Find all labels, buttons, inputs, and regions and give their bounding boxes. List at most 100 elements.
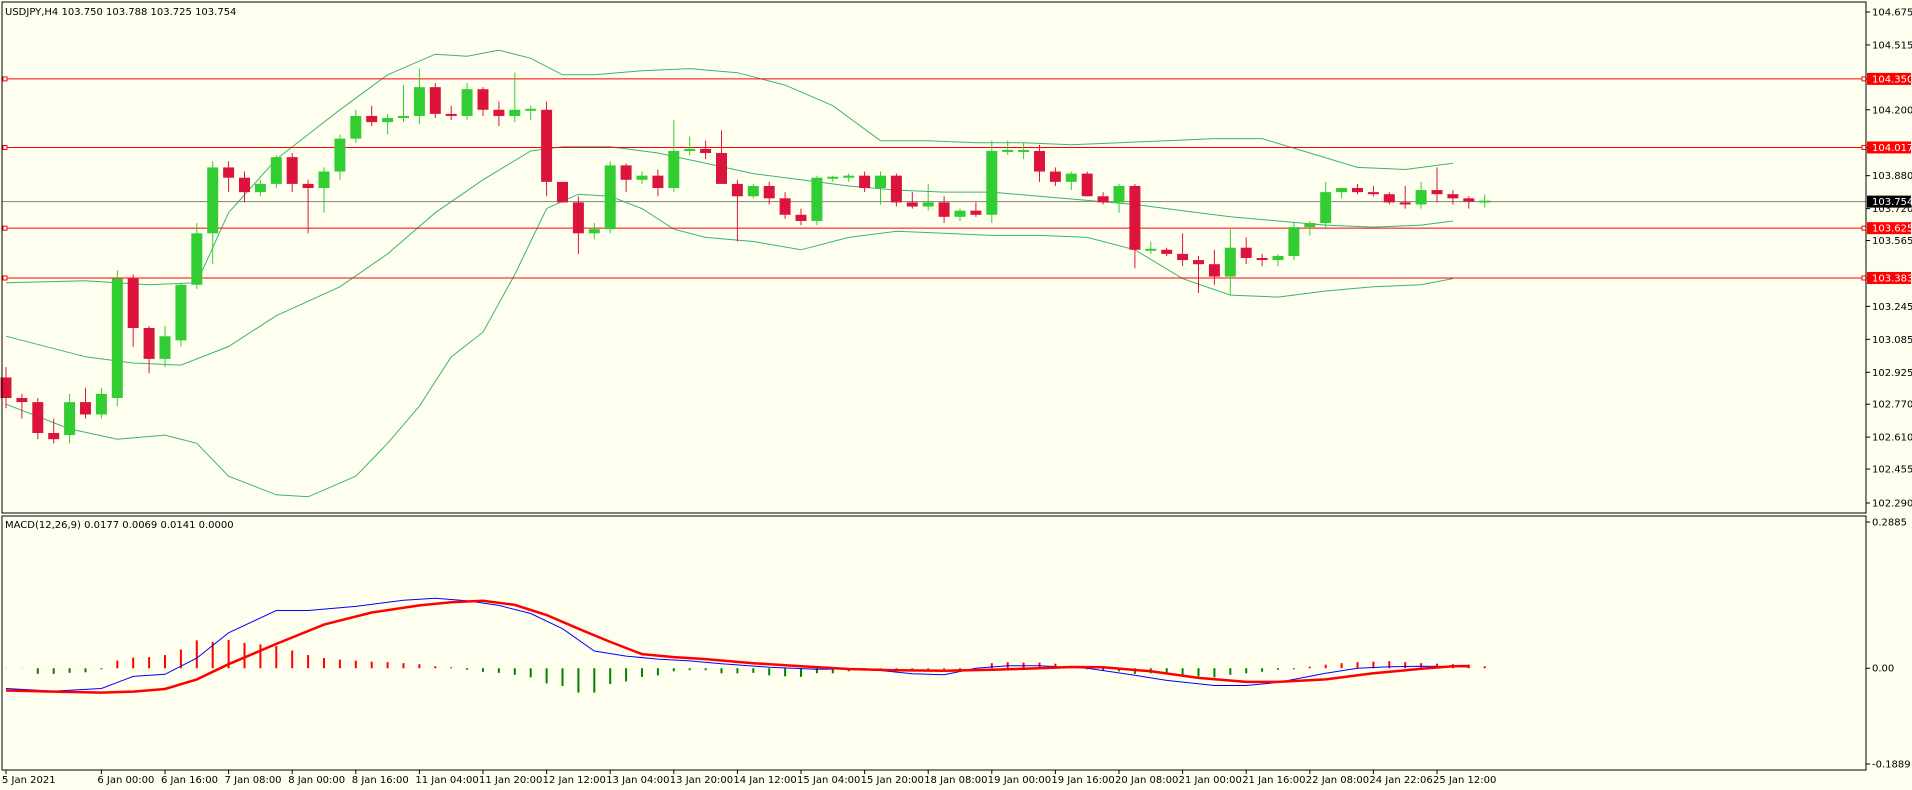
candle-body-bear bbox=[1161, 249, 1173, 254]
candle-body-bull bbox=[875, 175, 886, 189]
candle-body-bull bbox=[270, 157, 282, 184]
time-tick-label: 15 Jan 20:00 bbox=[861, 775, 924, 786]
candle-body-bull bbox=[747, 185, 759, 197]
candle-body-bear bbox=[80, 402, 91, 415]
candle-body-bear bbox=[1129, 185, 1141, 250]
macd-tick-label: -0.1889 bbox=[1872, 760, 1911, 771]
level-handle-right-3 bbox=[1861, 275, 1867, 281]
candle-body-bear bbox=[302, 183, 314, 189]
price-tick-label: 103.880 bbox=[1872, 171, 1912, 182]
time-tick-label: 8 Jan 00:00 bbox=[288, 775, 345, 786]
candle-body-bear bbox=[779, 198, 791, 215]
candle-body-bull bbox=[811, 177, 823, 221]
level-handle-right-0 bbox=[1861, 76, 1867, 82]
time-tick-label: 6 Jan 00:00 bbox=[97, 775, 154, 786]
candle-body-bull bbox=[1113, 185, 1125, 203]
time-tick-label: 24 Jan 22:06 bbox=[1369, 775, 1432, 786]
level-handle-left-1 bbox=[2, 144, 8, 150]
candle-body-bear bbox=[1240, 247, 1252, 259]
candle-body-bear bbox=[127, 278, 139, 329]
candle-body-bull bbox=[175, 284, 187, 341]
time-tick-label: 19 Jan 16:00 bbox=[1051, 775, 1114, 786]
candle-body-bear bbox=[1097, 196, 1109, 203]
candle-body-bear bbox=[1352, 188, 1363, 193]
candle-body-bull bbox=[1304, 223, 1316, 228]
price-tick-label: 102.455 bbox=[1872, 465, 1912, 476]
time-tick-label: 12 Jan 12:00 bbox=[543, 775, 606, 786]
price-tick-label: 103.720 bbox=[1872, 204, 1912, 215]
level-price-tag bbox=[1867, 271, 1911, 284]
level-price-label: 103.383 bbox=[1872, 273, 1912, 284]
candle-body-bull bbox=[382, 118, 394, 123]
candle-body-bear bbox=[429, 87, 441, 114]
time-tick-label: 18 Jan 08:00 bbox=[924, 775, 987, 786]
bollinger-middle-line bbox=[5, 146, 1453, 366]
level-handle-left-3 bbox=[2, 275, 8, 281]
time-tick-label: 8 Jan 16:00 bbox=[352, 775, 409, 786]
time-tick-label: 22 Jan 08:00 bbox=[1306, 775, 1369, 786]
horizontal-levels[interactable] bbox=[2, 76, 1867, 281]
candles bbox=[0, 68, 1491, 444]
time-tick-label: 7 Jan 08:00 bbox=[225, 775, 282, 786]
macd-tick-label: 0.2885 bbox=[1872, 518, 1907, 529]
candle-body-bull bbox=[509, 109, 521, 116]
candle-body-bull bbox=[604, 165, 616, 230]
candle-body-bear bbox=[1383, 194, 1395, 203]
level-handle-right-2 bbox=[1861, 225, 1867, 231]
macd-panel-frame bbox=[1, 515, 1867, 771]
macd-panel bbox=[5, 597, 1486, 694]
candle-body-bear bbox=[1049, 171, 1061, 182]
candle-body-bear bbox=[143, 328, 155, 359]
macd-header: MACD(12,26,9) 0.0177 0.0069 0.0141 0.000… bbox=[5, 520, 234, 531]
candle-body-bear bbox=[1177, 253, 1189, 261]
candle-body-bear bbox=[445, 113, 457, 116]
candle-body-bear bbox=[541, 109, 553, 182]
price-tick-label: 104.675 bbox=[1872, 8, 1912, 19]
candle-body-bull bbox=[1415, 190, 1427, 205]
time-tick-label: 5 Jan 2021 bbox=[2, 775, 56, 786]
level-handle-left-2 bbox=[2, 225, 8, 231]
candle-body-bear bbox=[652, 175, 664, 189]
level-price-label: 104.017 bbox=[1872, 143, 1912, 154]
candle-body-bear bbox=[1256, 258, 1268, 261]
candle-body-bear bbox=[1447, 194, 1459, 199]
time-tick-label: 13 Jan 20:00 bbox=[670, 775, 733, 786]
price-tick-label: 104.515 bbox=[1872, 40, 1912, 51]
level-price-tag bbox=[1867, 222, 1911, 235]
candle-body-bull bbox=[64, 402, 76, 436]
current-price-tag bbox=[1867, 195, 1911, 208]
price-tick-label: 102.770 bbox=[1872, 400, 1912, 411]
candle-body-bear bbox=[890, 175, 902, 203]
time-tick-label: 15 Jan 04:00 bbox=[797, 775, 860, 786]
candle-body-bull bbox=[636, 175, 648, 180]
time-tick-label: 20 Jan 08:00 bbox=[1115, 775, 1178, 786]
candle-body-bull bbox=[1320, 192, 1332, 224]
candle-body-bear bbox=[620, 165, 632, 180]
candle-body-bull bbox=[986, 150, 998, 215]
current-price-label: 103.754 bbox=[1872, 197, 1912, 208]
candle-body-bear bbox=[1034, 150, 1045, 172]
candle-body-bull bbox=[922, 202, 934, 207]
level-price-tag bbox=[1867, 141, 1911, 154]
symbol-header: USDJPY,H4 103.750 103.788 103.725 103.75… bbox=[5, 7, 236, 18]
candle-body-bull bbox=[1272, 255, 1284, 261]
candle-body-bear bbox=[859, 175, 871, 189]
candle-body-bear bbox=[1081, 173, 1093, 197]
time-tick-label: 25 Jan 12:00 bbox=[1433, 775, 1496, 786]
signal-line bbox=[5, 599, 1469, 694]
candle-body-bear bbox=[970, 210, 982, 215]
candle-body-bull bbox=[954, 210, 966, 217]
candle-body-bear bbox=[763, 185, 775, 199]
candle-body-bear bbox=[366, 115, 378, 123]
candle-body-bear bbox=[0, 377, 12, 399]
time-tick-label: 13 Jan 04:00 bbox=[606, 775, 669, 786]
price-tick-label: 102.290 bbox=[1872, 499, 1912, 510]
macd-line bbox=[5, 597, 1469, 692]
time-tick-label: 21 Jan 16:00 bbox=[1242, 775, 1305, 786]
candle-body-bull bbox=[1288, 227, 1300, 256]
candle-body-bull bbox=[334, 138, 346, 172]
candle-body-bear bbox=[1399, 202, 1411, 205]
bollinger-upper-line bbox=[5, 49, 1453, 286]
